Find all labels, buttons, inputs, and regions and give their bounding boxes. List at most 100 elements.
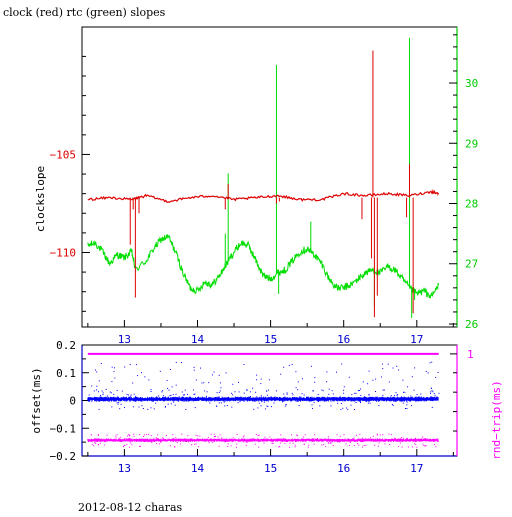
series-offset-sparse-point (260, 378, 262, 380)
series-offset-point-outlier (381, 398, 383, 399)
series-offset-point-outlier (162, 390, 164, 392)
series-offset-point-outlier (404, 391, 406, 393)
series-roundtrip-point-outlier (345, 443, 347, 445)
series-roundtrip-point-outlier (119, 436, 121, 438)
series-offset-sparse-point (283, 366, 285, 368)
series-offset-sparse-point (193, 366, 195, 368)
series-roundtrip-point-outlier (294, 444, 296, 446)
series-offset-sparse-point (203, 382, 205, 384)
series-offset-sparse-point (256, 374, 258, 376)
series-roundtrip-point-outlier (353, 437, 355, 439)
series-offset-point-outlier (405, 408, 406, 409)
series-roundtrip-point-outlier (414, 437, 416, 439)
series-roundtrip-point-outlier (388, 433, 390, 435)
series-offset-point-outlier (430, 391, 432, 393)
series-roundtrip-point-outlier (254, 443, 256, 445)
series-offset-point-outlier (258, 402, 260, 404)
series-offset-point-outlier (234, 391, 236, 393)
series-offset-sparse-point (268, 379, 270, 381)
series-offset-point-outlier (103, 400, 105, 402)
series-offset-sparse-point (314, 381, 316, 383)
series-offset-point-outlier (406, 404, 408, 406)
series-offset-point-outlier (432, 397, 434, 399)
series-roundtrip-point-outlier (297, 435, 298, 437)
series-offset-sparse-point (218, 374, 220, 376)
series-offset-sparse-point (200, 367, 201, 369)
series-offset-point-outlier (336, 397, 338, 399)
series-offset-point-outlier (321, 389, 323, 391)
series-roundtrip-point-outlier (348, 444, 350, 446)
series-roundtrip-point-outlier (208, 442, 210, 444)
y-left-axis-label-bottom: offset(ms) (30, 367, 43, 433)
series-roundtrip-point-outlier (232, 437, 234, 439)
series-offset-sparse-point (159, 370, 161, 372)
series-roundtrip-point-outlier (283, 440, 285, 442)
series-offset-sparse-point (94, 369, 96, 371)
series-offset-sparse-point (322, 390, 324, 392)
series-roundtrip-point-outlier (263, 442, 265, 444)
series-offset-point-outlier (249, 400, 251, 402)
series-offset-point-outlier (343, 392, 345, 394)
series-roundtrip-point-outlier (258, 446, 260, 448)
series-roundtrip-point-outlier (195, 443, 197, 445)
series-offset-point-outlier (133, 393, 135, 395)
series-offset-sparse-point (292, 394, 294, 396)
series-offset-point-outlier (312, 390, 314, 392)
series-offset-point-outlier (150, 407, 152, 409)
y-left-tick-label-bottom: −0.1 (50, 422, 77, 435)
series-offset-point-outlier (412, 399, 413, 401)
series-offset-point-outlier (121, 390, 123, 392)
series-offset-sparse-point (126, 393, 128, 395)
series-offset-point-outlier (435, 398, 437, 400)
series-offset-point-outlier (299, 399, 300, 401)
series-offset-point-outlier (117, 403, 119, 405)
series-roundtrip-point-outlier (280, 434, 282, 436)
series-roundtrip-point-outlier (243, 441, 245, 443)
series-offset-sparse-point (100, 363, 102, 364)
series-roundtrip-point-outlier (259, 439, 261, 441)
series-roundtrip-point-outlier (215, 436, 216, 437)
series-offset-sparse-point (175, 361, 177, 363)
top-panel: 13 14 15 16 17 −105 −110 clockslope 26 27 28 29 30 (34, 26, 478, 346)
series-roundtrip-point-outlier (111, 440, 113, 441)
series-roundtrip-point-outlier (230, 445, 232, 447)
series-roundtrip-point-outlier (257, 438, 259, 440)
series-roundtrip-point-outlier (159, 440, 160, 441)
series-offset-point-outlier (138, 406, 140, 408)
series-roundtrip-point-outlier (422, 436, 424, 438)
series-offset-point-outlier (195, 399, 197, 401)
series-offset-point-outlier (110, 392, 112, 394)
series-offset-point-outlier (165, 406, 166, 408)
series-roundtrip-point-outlier (296, 434, 298, 436)
series-rtc-line (87, 233, 440, 299)
series-offset-point-outlier (173, 401, 175, 403)
series-roundtrip-point-outlier (279, 446, 281, 447)
series-offset-point-outlier (246, 389, 248, 391)
series-offset-sparse-point (388, 381, 390, 383)
series-roundtrip-point-outlier (434, 444, 436, 445)
series-offset-sparse-point (98, 380, 100, 382)
series-offset-sparse-point (130, 394, 132, 396)
series-roundtrip-point-outlier (156, 438, 158, 440)
series-offset-point-outlier (437, 397, 439, 399)
series-offset-sparse-point (232, 394, 234, 396)
y-right-tick-label: 28 (465, 198, 478, 211)
series-roundtrip-point-outlier (227, 440, 229, 442)
series-roundtrip-point-outlier (353, 445, 355, 447)
series-offset-point-outlier (203, 399, 205, 400)
series-roundtrip-point-outlier (115, 435, 117, 437)
series-offset-sparse-point (252, 387, 254, 389)
series-roundtrip-point-outlier (271, 442, 273, 444)
series-offset-point-outlier (267, 389, 269, 391)
series-roundtrip-point-outlier (93, 445, 95, 447)
series-offset-point-outlier (98, 391, 99, 393)
series-offset-point-outlier (360, 402, 361, 404)
series-offset-point-outlier (438, 392, 440, 394)
series-roundtrip-point-outlier (176, 442, 178, 444)
series-offset-point-outlier (274, 400, 276, 402)
series-roundtrip-point-outlier (308, 444, 310, 446)
y-right-tick-label-bottom: 1 (467, 348, 474, 361)
series-offset-point-outlier (135, 400, 137, 402)
series-roundtrip-point-outlier (280, 442, 282, 444)
series-roundtrip-point-outlier (349, 441, 351, 443)
